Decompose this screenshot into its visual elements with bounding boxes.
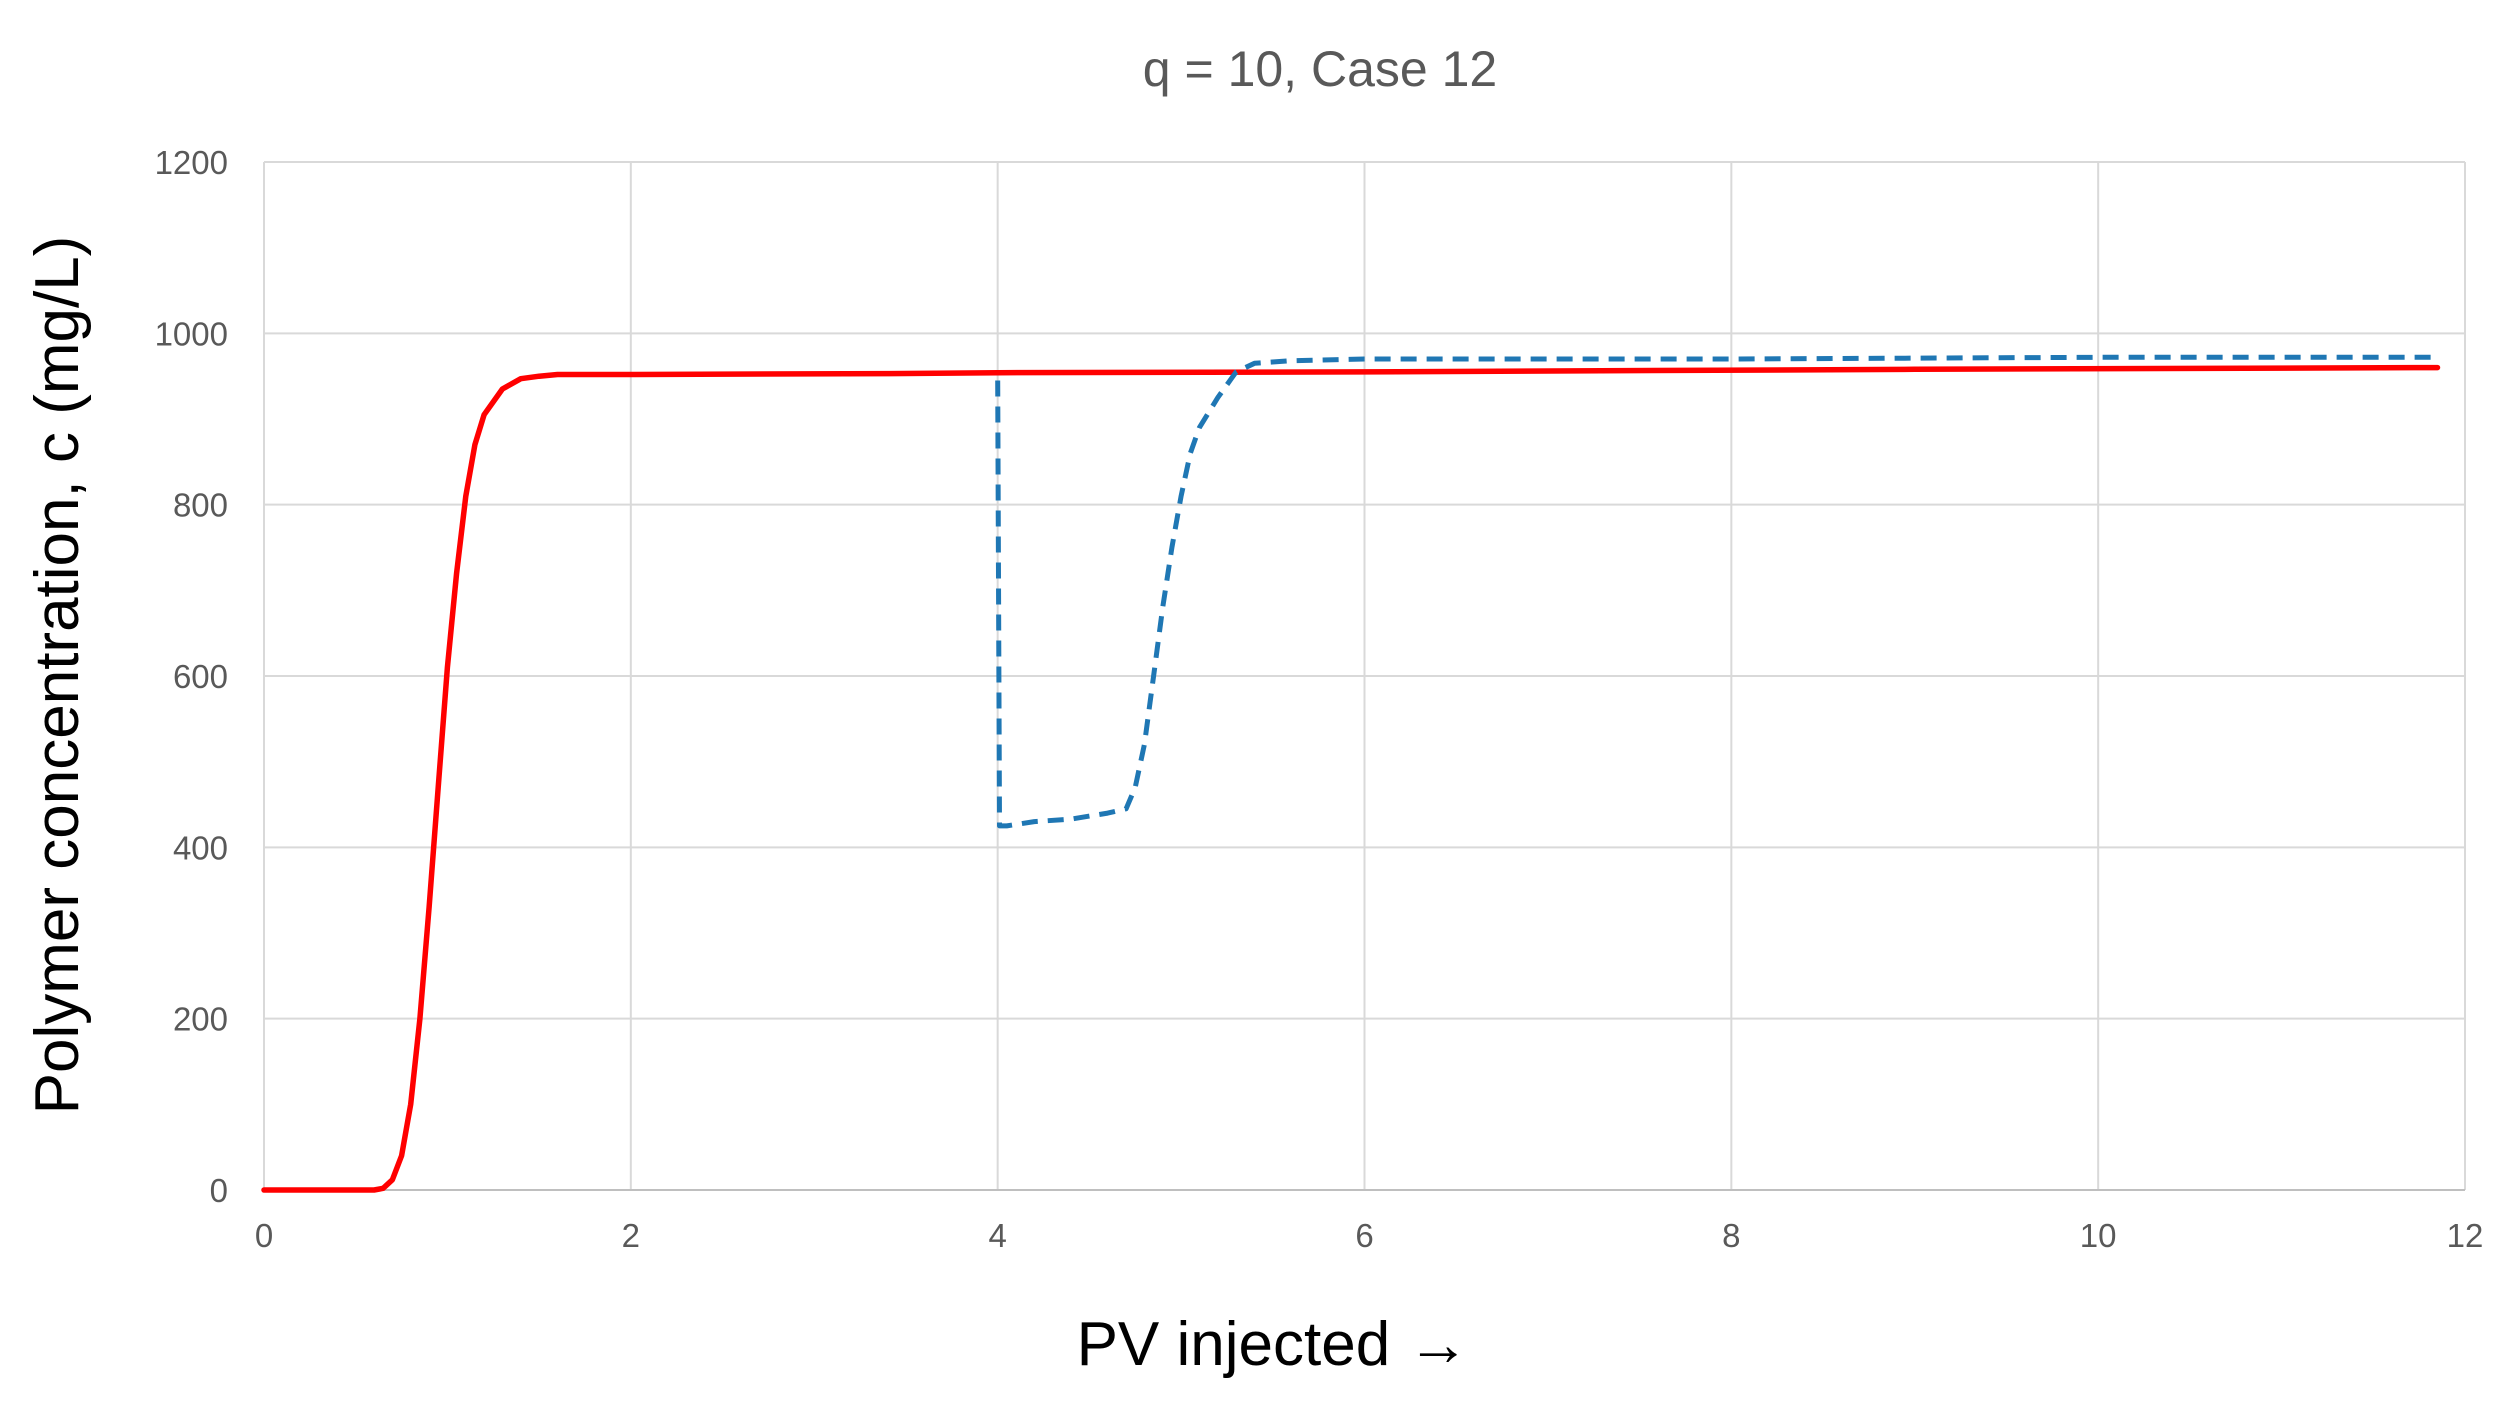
x-tick-label: 2 <box>622 1217 640 1254</box>
y-tick-label: 200 <box>173 1001 228 1038</box>
series-line-2 <box>995 354 2438 829</box>
y-tick-label: 600 <box>173 658 228 695</box>
x-tick-label: 10 <box>2080 1217 2117 1254</box>
x-tick-label: 6 <box>1355 1217 1373 1254</box>
x-axis-label: PV injected → <box>1077 1310 1470 1379</box>
y-tick-label: 1000 <box>155 315 228 352</box>
y-tick-label: 400 <box>173 829 228 866</box>
tick-labels: 0 200 400 600 800 1000 1200 0 2 4 6 8 10 12 <box>155 144 2484 1254</box>
x-tick-label: 8 <box>1722 1217 1740 1254</box>
y-axis-label: Polymer concentration, c (mg/L) <box>23 236 92 1115</box>
series-layer <box>261 354 2441 1193</box>
series-line-1 <box>261 364 2441 1193</box>
chart-title: q = 10, Case 12 <box>1143 41 1497 97</box>
x-tick-label: 12 <box>2447 1217 2484 1254</box>
y-tick-label: 0 <box>210 1172 228 1209</box>
grid <box>263 161 2466 1190</box>
y-tick-label: 800 <box>173 487 228 524</box>
x-tick-label: 0 <box>255 1217 273 1254</box>
x-tick-label: 4 <box>988 1217 1006 1254</box>
y-tick-label: 1200 <box>155 144 228 181</box>
